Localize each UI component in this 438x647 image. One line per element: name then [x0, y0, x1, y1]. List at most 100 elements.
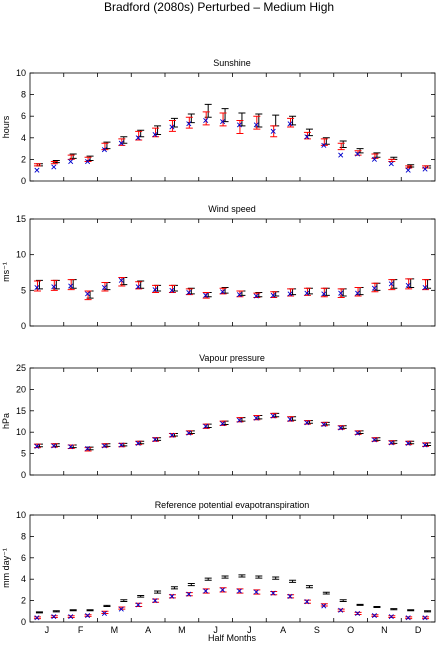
data-point-cross [321, 421, 327, 428]
panel-wind-speed: Wind speed ms⁻¹ 0 5 10 15 [1, 204, 436, 331]
data-point-cross [321, 291, 327, 297]
error-bar [289, 579, 297, 583]
error-bar [305, 585, 313, 589]
data-point-cross [186, 121, 192, 127]
y-ticks: 0 2 4 6 8 10 [16, 68, 435, 186]
error-bar [373, 605, 381, 609]
month-label: O [347, 625, 354, 635]
data-point-cross [101, 147, 107, 153]
data-point-cross [118, 442, 124, 448]
data-point-cross [338, 607, 344, 613]
data-point-cross [253, 122, 259, 128]
error-bar [388, 158, 396, 163]
y-axis-label: mm day⁻¹ [1, 548, 11, 588]
error-bar [221, 575, 229, 579]
data-point-cross [236, 292, 242, 298]
data-point-cross [34, 167, 40, 173]
data-point-cross [253, 415, 259, 421]
y-tick-label: 15 [16, 406, 26, 416]
y-tick-label: 6 [21, 111, 26, 121]
data-point-cross [355, 430, 361, 436]
data-point-cross [236, 122, 242, 128]
error-bar [390, 608, 398, 611]
error-bar [354, 286, 362, 297]
error-bar [219, 112, 227, 127]
data-point-cross [34, 615, 40, 621]
error-bar [35, 611, 43, 614]
data-point-cross [338, 152, 344, 158]
error-bar [204, 577, 212, 581]
error-bar [118, 276, 126, 287]
data-point-cross [118, 606, 124, 612]
panel-sunshine: Sunshine hours 0 2 4 6 8 10 [1, 58, 436, 186]
axes-box [29, 367, 436, 476]
y-tick-label: 4 [21, 574, 26, 584]
data-point-cross [85, 613, 91, 619]
error-bar [405, 278, 413, 290]
data-point-cross [355, 151, 361, 157]
data-point-cross [270, 128, 276, 134]
data-point-cross [169, 432, 175, 438]
data-point-cross [85, 445, 91, 451]
data-point-cross [371, 156, 377, 162]
data-point-cross [270, 590, 276, 596]
plot-marks [33, 103, 432, 173]
plot-marks [33, 574, 432, 621]
month-label: A [145, 625, 151, 635]
data-point-cross [422, 442, 428, 448]
error-bar [322, 591, 330, 595]
figure-title: Bradford (2080s) Perturbed – Medium High [104, 0, 334, 14]
y-ticks: 0 5 10 15 [16, 214, 435, 331]
error-bar [337, 142, 345, 151]
month-label: N [381, 625, 388, 635]
y-ticks: 0 2 4 6 8 10 [16, 510, 435, 627]
month-label: J [247, 625, 252, 635]
data-point-cross [68, 444, 74, 450]
error-bar [33, 163, 41, 167]
data-point-cross [422, 615, 428, 621]
data-point-cross [220, 119, 226, 125]
data-point-cross [152, 287, 158, 293]
data-point-cross [51, 284, 57, 290]
y-tick-label: 0 [21, 176, 26, 186]
data-point-cross [405, 282, 411, 288]
y-axis-label: ms⁻¹ [1, 262, 11, 282]
y-tick-label: 8 [21, 90, 26, 100]
data-point-cross [152, 132, 158, 138]
x-ticks [63, 219, 402, 326]
data-point-cross [287, 593, 293, 599]
data-point-cross [68, 283, 74, 289]
data-point-cross [118, 140, 124, 146]
month-label: A [280, 625, 286, 635]
data-point-cross [169, 593, 175, 599]
data-point-cross [355, 610, 361, 616]
data-point-cross [186, 591, 192, 597]
data-point-cross [51, 443, 57, 449]
data-point-cross [186, 289, 192, 295]
data-point-cross [405, 440, 411, 446]
month-label: M [178, 625, 186, 635]
y-tick-label: 8 [21, 531, 26, 541]
error-bar [272, 114, 280, 127]
error-bar [407, 609, 415, 612]
error-bar [424, 610, 432, 613]
error-bar [255, 575, 263, 579]
data-point-cross [338, 425, 344, 431]
x-axis-label: Half Months [208, 633, 257, 643]
data-point-cross [34, 284, 40, 290]
data-point-cross [169, 287, 175, 293]
data-point-cross [287, 121, 293, 127]
data-point-cross [101, 443, 107, 449]
data-point-cross [203, 423, 209, 429]
data-point-cross [169, 124, 175, 130]
data-point-cross [34, 443, 40, 449]
data-point-cross [135, 135, 141, 141]
error-bar [67, 279, 75, 291]
axes-box [29, 218, 436, 327]
y-tick-label: 5 [21, 449, 26, 459]
y-tick-label: 2 [21, 154, 26, 164]
month-label: J [45, 625, 50, 635]
y-tick-label: 10 [16, 68, 26, 78]
data-point-cross [135, 440, 141, 446]
